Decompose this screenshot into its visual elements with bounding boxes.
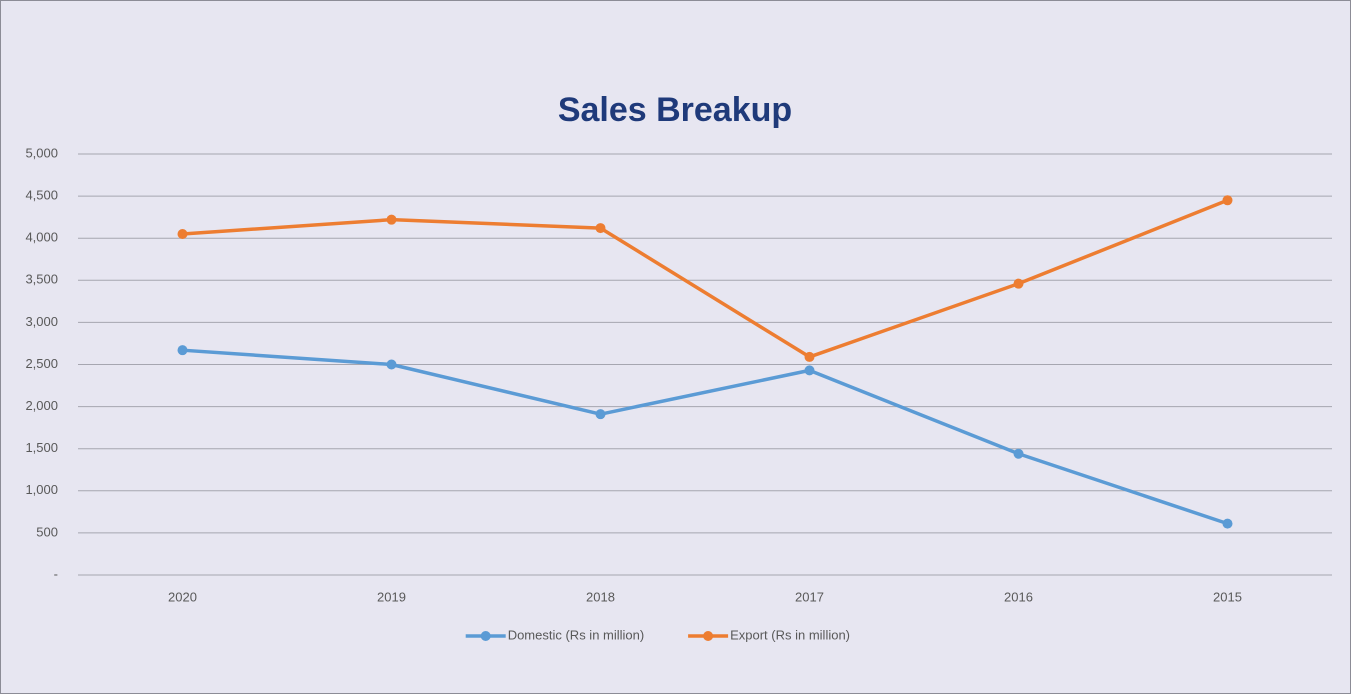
y-tick-label: 1,500 [25, 440, 58, 455]
data-point [1013, 278, 1024, 289]
data-point [386, 214, 397, 225]
x-tick-label: 2018 [586, 589, 615, 604]
y-tick-label: 1,000 [25, 482, 58, 497]
x-tick-label: 2020 [168, 589, 197, 604]
data-point [1222, 195, 1233, 206]
x-tick-label: 2019 [377, 589, 406, 604]
data-point [804, 365, 815, 376]
y-tick-label: 3,500 [25, 272, 58, 287]
data-point [1013, 448, 1024, 459]
x-tick-label: 2016 [1004, 589, 1033, 604]
legend-marker [703, 631, 714, 641]
y-tick-label: 2,500 [25, 356, 58, 371]
data-point [595, 223, 606, 234]
x-tick-label: 2015 [1213, 589, 1242, 604]
y-tick-label: 3,000 [25, 314, 58, 329]
y-tick-label: 5,000 [25, 145, 58, 160]
y-tick-label: 2,000 [25, 398, 58, 413]
data-point [804, 351, 815, 362]
legend-marker [480, 631, 491, 641]
series-line [182, 198, 1229, 359]
chart-title: Sales Breakup [558, 91, 792, 129]
y-tick-label: 500 [36, 524, 58, 539]
data-point [177, 228, 188, 239]
data-point [1222, 518, 1233, 529]
data-point [386, 359, 397, 370]
series-line [182, 348, 1229, 526]
data-point [177, 345, 188, 356]
legend-label: Domestic (Rs in million) [508, 627, 645, 642]
legend-label: Export (Rs in million) [730, 627, 850, 642]
y-tick-label: - [54, 566, 58, 581]
x-tick-label: 2017 [795, 589, 824, 604]
y-tick-label: 4,500 [25, 188, 58, 203]
data-point [595, 409, 606, 420]
y-tick-label: 4,000 [25, 230, 58, 245]
